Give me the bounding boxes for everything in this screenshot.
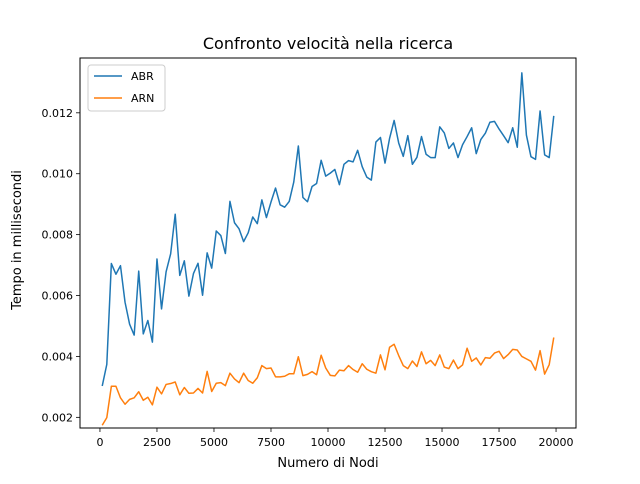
series-layer — [101, 72, 555, 426]
axes-frame — [79, 57, 577, 429]
x-tick-label: 10000 — [311, 436, 346, 449]
x-tick-label: 20000 — [539, 436, 574, 449]
series-line-abr — [101, 72, 555, 387]
y-tick-label: 0.006 — [42, 290, 74, 303]
series-line-arn — [101, 337, 555, 426]
legend-label-arn: ARN — [131, 92, 154, 105]
y-axis-label: Tempo in millisecondi — [10, 170, 25, 311]
x-tick-label: 2500 — [143, 436, 171, 449]
y-tick-label: 0.008 — [42, 229, 74, 242]
y-tick-label: 0.010 — [42, 168, 74, 181]
tick-layer: 0 2500 5000 7500 10000 12500 15000 17500 20000 0.… — [42, 107, 574, 449]
x-tick-label: 5000 — [200, 436, 228, 449]
x-tick-label: 7500 — [257, 436, 285, 449]
x-tick-label: 17500 — [482, 436, 517, 449]
x-tick-label: 15000 — [425, 436, 460, 449]
x-axis-label: Numero di Nodi — [277, 456, 378, 471]
x-tick-label: 12500 — [368, 436, 403, 449]
y-tick-label: 0.002 — [42, 411, 74, 424]
y-tick-label: 0.012 — [42, 107, 74, 120]
chart-title: Confronto velocità nella ricerca — [203, 34, 453, 53]
legend-label-abr: ABR — [131, 70, 154, 83]
y-tick-label: 0.004 — [42, 350, 74, 363]
legend: ABR ARN — [87, 64, 166, 112]
x-tick-label: 0 — [96, 436, 103, 449]
